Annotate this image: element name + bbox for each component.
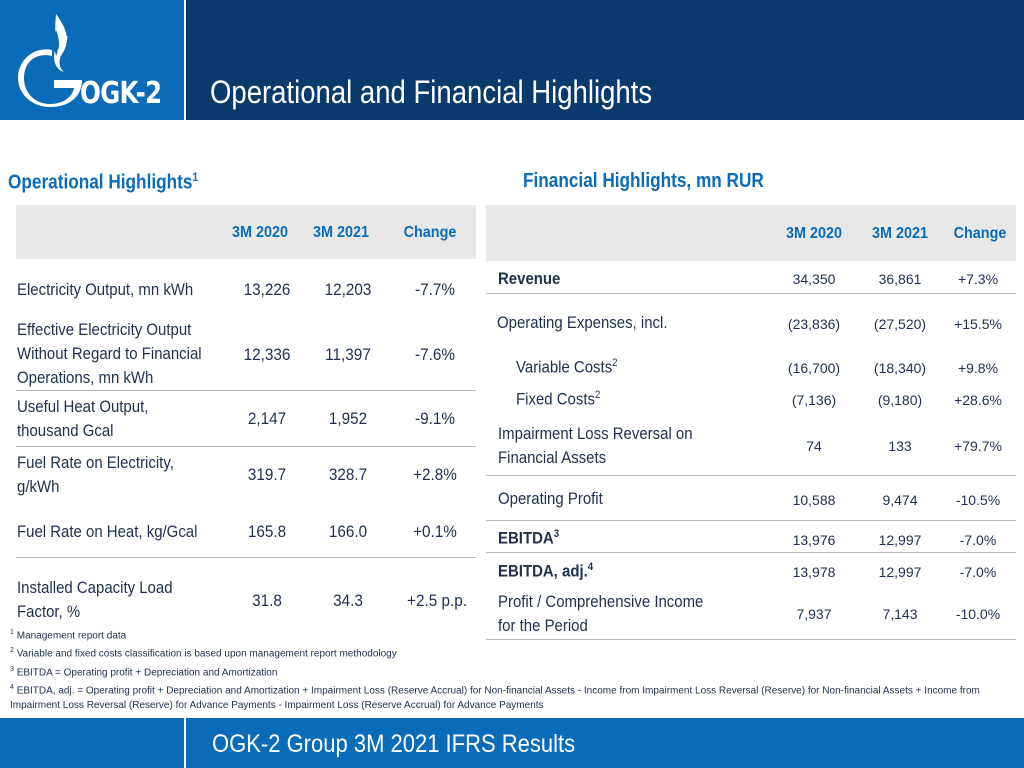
footnote-4: 4 EBITDA, adj. = Operating profit + Depr… (10, 683, 980, 712)
op-row-3-2020: 2,147 (247, 409, 287, 428)
fin-row-opprofit-2020: 10,588 (792, 492, 836, 508)
op-divider-1 (16, 390, 476, 391)
fin-row-fixed-change: +28.6% (954, 392, 1002, 408)
fin-row-opex-2020: (23,836) (787, 316, 841, 332)
operational-highlights-title: Operational Highlights1 (8, 170, 199, 194)
fin-row-profit-label: Profit / Comprehensive Income for the Pe… (498, 592, 704, 635)
op-row-4-2021: 328.7 (328, 465, 368, 484)
fin-col-3m2020: 3M 2020 (785, 225, 843, 242)
op-col-3m2020: 3M 2020 (231, 224, 289, 241)
op-row-1-2020: 13,226 (243, 280, 291, 299)
fin-row-revenue-2020: 34,350 (792, 271, 836, 287)
op-row-6-2021: 34.3 (333, 591, 363, 610)
operational-table-header (16, 205, 476, 259)
footnotes: 1 Management report data 2 Variable and … (10, 625, 1020, 713)
fin-row-impairment-label: Impairment Loss Reversal on Financial As… (498, 424, 693, 467)
footer-bar: OGK-2 Group 3M 2021 IFRS Results (0, 718, 1024, 768)
logo-panel: OGK-2 (0, 0, 184, 120)
op-row-1-label: Electricity Output, mn kWh (17, 280, 194, 299)
fin-divider-2 (486, 475, 1016, 476)
financial-table-header (486, 205, 1016, 261)
footer-title: OGK-2 Group 3M 2021 IFRS Results (212, 730, 576, 758)
fin-row-fixed-2020: (7,136) (791, 392, 837, 408)
footer-divider (184, 718, 186, 768)
op-row-4-2020: 319.7 (247, 465, 287, 484)
header-divider (184, 0, 186, 120)
op-row-5-label: Fuel Rate on Heat, kg/Gcal (17, 522, 198, 541)
fin-row-variable-2020: (16,700) (787, 360, 841, 376)
fin-divider-5 (486, 639, 1016, 640)
op-divider-2 (16, 446, 476, 447)
op-row-3-label: Useful Heat Output, thousand Gcal (17, 397, 149, 440)
fin-row-ebitda-2021: 12,997 (878, 532, 922, 548)
fin-row-profit-change: -10.0% (955, 606, 1001, 622)
footnote-2: 2 Variable and fixed costs classificatio… (10, 647, 397, 660)
financial-highlights-title: Financial Highlights, mn RUR (523, 170, 764, 192)
op-row-6-2020: 31.8 (252, 591, 282, 610)
footer-left-panel (0, 718, 184, 768)
fin-row-variable-2021: (18,340) (873, 360, 927, 376)
op-row-1-2021: 12,203 (324, 280, 372, 299)
op-row-5-change: +0.1% (413, 522, 457, 541)
op-row-5-2021: 166.0 (328, 522, 368, 541)
fin-row-revenue-2021: 36,861 (878, 271, 922, 287)
op-row-6-change: +2.5 p.p. (407, 591, 467, 610)
fin-row-revenue-change: +7.3% (957, 271, 999, 287)
header-bar: OGK-2 Operational and Financial Highligh… (0, 0, 1024, 120)
op-row-3-change: -9.1% (415, 409, 455, 428)
fin-row-impairment-2021: 133 (888, 438, 912, 454)
fin-row-opprofit-label: Operating Profit (498, 489, 603, 508)
fin-row-opprofit-2021: 9,474 (882, 492, 918, 508)
fin-row-ebitda-adj-change: -7.0% (959, 564, 997, 580)
fin-row-impairment-change: +79.7% (954, 438, 1002, 454)
page-title: Operational and Financial Highlights (210, 74, 653, 110)
fin-row-variable-label: Variable Costs2 (516, 357, 618, 377)
fin-divider-1 (486, 293, 1016, 294)
op-divider-3 (16, 557, 476, 558)
footnote-3: 3 EBITDA = Operating profit + Depreciati… (10, 665, 278, 678)
fin-divider-4 (486, 552, 1016, 553)
fin-row-variable-change: +9.8% (957, 360, 999, 376)
footnote-1: 1 Management report data (10, 629, 127, 642)
fin-row-ebitda-adj-2020: 13,978 (792, 564, 836, 580)
op-row-4-change: +2.8% (413, 465, 457, 484)
op-row-5-2020: 165.8 (247, 522, 287, 541)
op-col-change: Change (403, 224, 457, 241)
op-row-6-label: Installed Capacity Load Factor, % (17, 578, 173, 621)
op-row-2-2020: 12,336 (243, 345, 291, 364)
fin-row-ebitda-label: EBITDA3 (498, 528, 560, 548)
gazprom-flame-logo-icon (18, 14, 82, 107)
fin-col-change: Change (953, 225, 1007, 242)
fin-row-ebitda-change: -7.0% (959, 532, 997, 548)
op-row-2-2021: 11,397 (325, 345, 371, 364)
op-row-1-change: -7.7% (415, 280, 455, 299)
fin-row-ebitda-adj-2021: 12,997 (878, 564, 922, 580)
fin-row-opprofit-change: -10.5% (955, 492, 1001, 508)
fin-row-profit-2020: 7,937 (796, 606, 832, 622)
fin-row-opex-label: Operating Expenses, incl. (497, 313, 668, 332)
fin-row-fixed-label: Fixed Costs2 (516, 389, 601, 409)
fin-row-ebitda-2020: 13,976 (792, 532, 836, 548)
op-row-2-change: -7.6% (415, 345, 455, 364)
fin-col-3m2021: 3M 2021 (871, 225, 929, 242)
fin-row-opex-2021: (27,520) (873, 316, 927, 332)
op-row-4-label: Fuel Rate on Electricity, g/kWh (17, 453, 174, 496)
logo-text: OGK-2 (80, 76, 162, 111)
op-row-3-2021: 1,952 (328, 409, 368, 428)
fin-row-revenue-label: Revenue (498, 269, 561, 288)
op-row-2-label: Effective Electricity Output Without Reg… (17, 320, 202, 387)
fin-divider-3 (486, 520, 1016, 521)
op-col-3m2021: 3M 2021 (312, 224, 370, 241)
fin-row-profit-2021: 7,143 (882, 606, 918, 622)
fin-row-impairment-2020: 74 (806, 438, 822, 454)
fin-row-opex-change: +15.5% (954, 316, 1002, 332)
fin-row-ebitda-adj-label: EBITDA, adj.4 (498, 561, 594, 581)
fin-row-fixed-2021: (9,180) (877, 392, 923, 408)
